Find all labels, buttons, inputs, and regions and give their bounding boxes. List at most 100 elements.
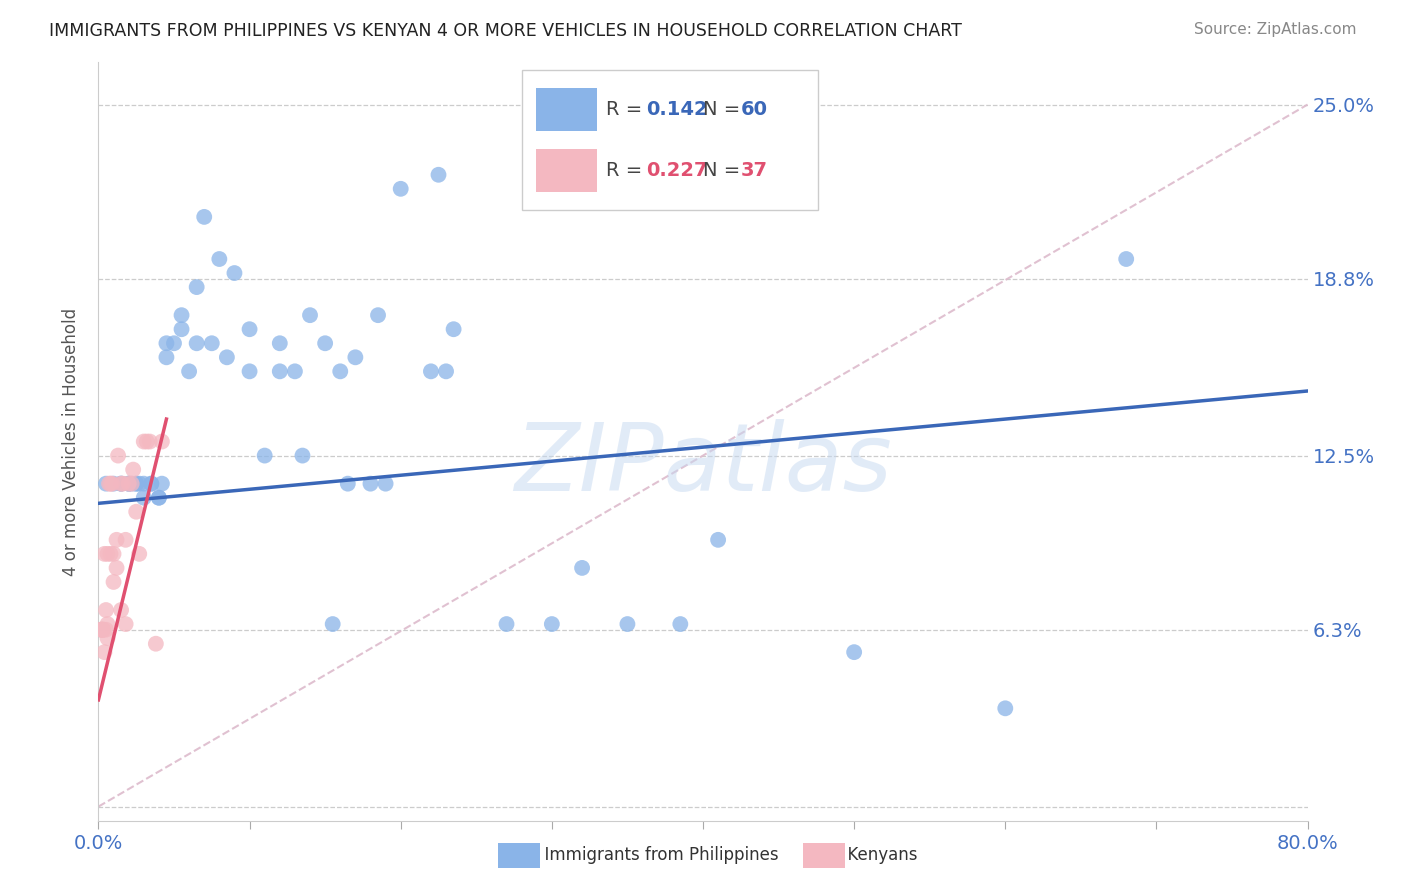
Point [118, 476, 141, 491]
Point [125, 505, 148, 519]
Point [114, 533, 136, 547]
Point [100, 547, 122, 561]
Point [201, 336, 224, 351]
Point [148, 491, 170, 505]
Point [367, 308, 389, 322]
Point [389, 182, 412, 196]
Text: 60: 60 [741, 100, 768, 119]
Text: 0.227: 0.227 [647, 161, 707, 179]
Point [105, 533, 128, 547]
Point [110, 603, 132, 617]
Point [121, 476, 143, 491]
Point [148, 491, 170, 505]
Point [420, 364, 443, 378]
Point [844, 645, 866, 659]
Point [443, 322, 465, 336]
Point [163, 336, 186, 351]
FancyBboxPatch shape [536, 88, 596, 131]
Point [186, 280, 208, 294]
FancyBboxPatch shape [536, 149, 596, 192]
Point [427, 168, 450, 182]
Point [707, 533, 730, 547]
Point [94, 623, 117, 637]
Text: N =: N = [703, 100, 747, 119]
Point [239, 322, 262, 336]
Point [107, 449, 129, 463]
Point [150, 476, 173, 491]
Point [495, 617, 517, 632]
Point [284, 364, 307, 378]
Point [314, 336, 336, 351]
Point [94, 476, 117, 491]
Point [269, 336, 291, 351]
Point [100, 476, 122, 491]
Point [179, 364, 201, 378]
Point [155, 351, 177, 365]
FancyBboxPatch shape [522, 70, 818, 211]
Point [322, 617, 344, 632]
Text: Immigrants from Philippines: Immigrants from Philippines [534, 846, 779, 863]
Point [571, 561, 593, 575]
Point [540, 617, 562, 632]
Point [150, 434, 173, 449]
Point [132, 491, 155, 505]
Point [145, 637, 167, 651]
Point [141, 476, 163, 491]
Text: R =: R = [606, 100, 648, 119]
Point [360, 476, 382, 491]
Point [170, 322, 193, 336]
Text: N =: N = [703, 161, 747, 179]
Point [215, 351, 238, 365]
Point [111, 476, 134, 491]
Point [253, 449, 276, 463]
Point [98, 476, 121, 491]
Point [103, 476, 125, 491]
Point [122, 462, 145, 476]
Point [193, 210, 215, 224]
Point [114, 617, 136, 632]
Point [125, 476, 148, 491]
Point [118, 476, 141, 491]
Point [186, 336, 208, 351]
Point [434, 364, 457, 378]
Point [91, 623, 114, 637]
Point [132, 476, 155, 491]
Point [101, 476, 124, 491]
Point [336, 476, 359, 491]
Text: R =: R = [606, 161, 648, 179]
Point [90, 623, 112, 637]
Text: 37: 37 [741, 161, 768, 179]
Point [1115, 252, 1137, 266]
Point [141, 476, 163, 491]
Point [94, 603, 117, 617]
Point [93, 645, 115, 659]
Point [374, 476, 396, 491]
Point [299, 308, 322, 322]
Point [110, 476, 132, 491]
Point [110, 476, 132, 491]
Text: 0.142: 0.142 [647, 100, 707, 119]
Point [93, 547, 115, 561]
Point [103, 547, 125, 561]
Point [91, 623, 114, 637]
Point [669, 617, 692, 632]
Point [616, 617, 638, 632]
Point [90, 623, 112, 637]
Point [128, 476, 150, 491]
Point [121, 476, 143, 491]
Point [96, 547, 118, 561]
Point [103, 574, 125, 589]
Point [96, 631, 118, 645]
Text: ZIPatlas: ZIPatlas [515, 418, 891, 510]
Point [239, 364, 262, 378]
Point [170, 308, 193, 322]
Point [118, 476, 141, 491]
Point [291, 449, 314, 463]
Point [125, 476, 148, 491]
Point [994, 701, 1017, 715]
Point [135, 434, 157, 449]
Point [128, 547, 150, 561]
Text: Kenyans: Kenyans [837, 846, 917, 863]
Text: Source: ZipAtlas.com: Source: ZipAtlas.com [1194, 22, 1357, 37]
Point [224, 266, 246, 280]
